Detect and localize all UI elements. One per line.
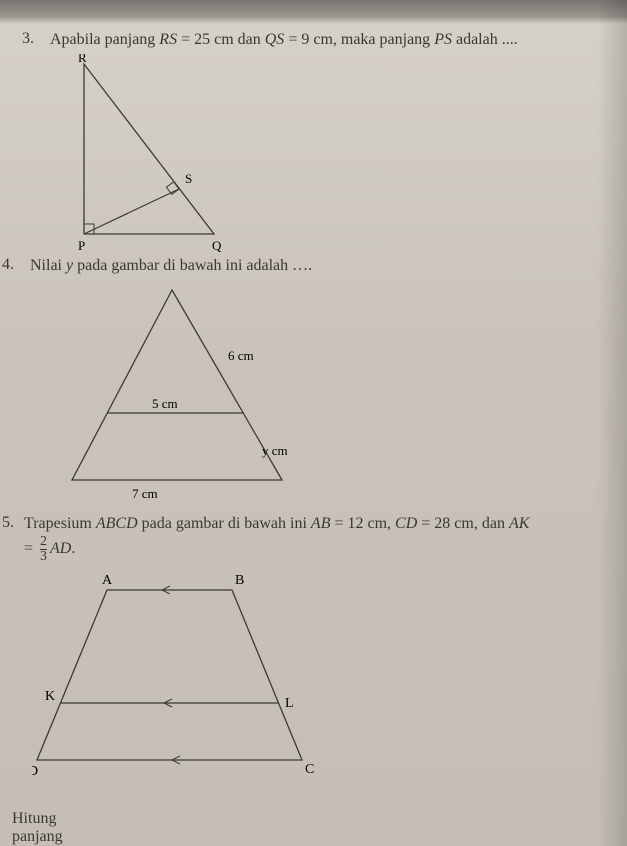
label-P: P <box>78 238 85 253</box>
q5-eqcd: = 28 cm, dan <box>417 515 509 532</box>
label-A: A <box>102 573 113 588</box>
label-C: C <box>305 762 314 777</box>
q5-figure: A B K L D C <box>32 570 352 800</box>
q5-frac-n: 2 <box>40 535 47 549</box>
q3-text: Apabila panjang RS = 25 cm dan QS = 9 cm… <box>50 30 610 51</box>
label-D: D <box>32 764 38 779</box>
q4-figure: 6 cm 5 cm y cm 7 cm <box>52 280 332 510</box>
label-ycm: y cm <box>262 443 288 458</box>
q3-number: 3. <box>22 30 34 48</box>
page: 3. Apabila panjang RS = 25 cm dan QS = 9… <box>0 0 627 846</box>
q3-pre: Apabila panjang <box>50 31 159 48</box>
q5-mid1: pada gambar di bawah ini <box>138 515 311 532</box>
q5-dot: . <box>71 540 75 557</box>
right-shadow <box>597 0 627 846</box>
label-6cm: 6 cm <box>228 348 254 363</box>
label-K: K <box>45 689 55 704</box>
q4-pre: Nilai <box>30 257 66 274</box>
q5-eq: = <box>24 540 37 557</box>
q5-final: Hitung panjang KL! <box>12 810 63 846</box>
q5-ak: AK <box>509 515 529 532</box>
q5-cd: CD <box>395 515 417 532</box>
q5-final-pre: Hitung panjang <box>12 810 63 845</box>
q4-number: 4. <box>2 256 14 274</box>
q5-pre: Trapesium <box>24 515 96 532</box>
q5-ad: AD <box>50 540 71 557</box>
label-S: S <box>185 171 192 186</box>
q4-rest: pada gambar di bawah ini adalah …. <box>73 257 312 274</box>
label-7cm: 7 cm <box>132 486 158 501</box>
q3-eq2: = 9 cm, maka panjang <box>284 31 434 48</box>
q3-qs: QS <box>265 31 285 48</box>
q3-tail: adalah .... <box>452 31 518 48</box>
q5-text: Trapesium ABCD pada gambar di bawah ini … <box>24 514 624 564</box>
q4-text: Nilai y pada gambar di bawah ini adalah … <box>30 256 590 277</box>
q3-eq1: = 25 cm dan <box>177 31 265 48</box>
label-L: L <box>285 696 294 711</box>
q3-ps: PS <box>434 31 452 48</box>
q5-abcd: ABCD <box>96 515 138 532</box>
q5-ab: AB <box>311 515 331 532</box>
top-shadow <box>0 0 627 24</box>
label-R: R <box>78 54 87 65</box>
q3-rs: RS <box>159 31 177 48</box>
q5-eqab: = 12 cm, <box>330 515 395 532</box>
label-B: B <box>235 573 244 588</box>
q5-number: 5. <box>2 514 14 532</box>
label-5cm: 5 cm <box>152 396 178 411</box>
q5-frac: 23 <box>40 535 47 564</box>
label-Q: Q <box>212 238 222 253</box>
q5-frac-d: 3 <box>40 549 47 564</box>
q3-figure: R S P Q <box>64 54 264 254</box>
